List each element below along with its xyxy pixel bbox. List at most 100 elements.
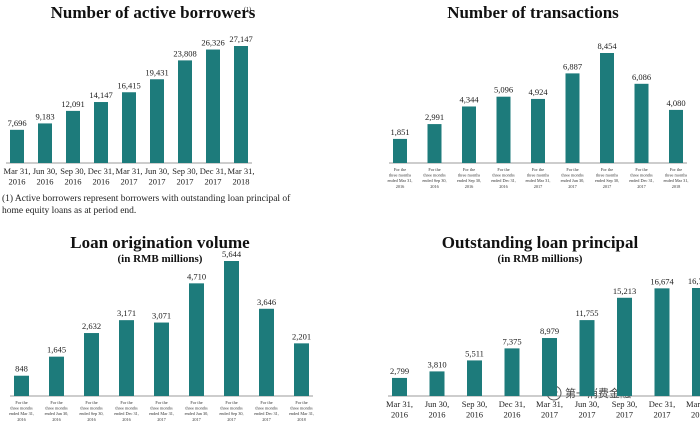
chart-3-tick-label-3-line-3: ended Sep 30, — [79, 411, 103, 417]
chart-3-bar-9 — [294, 343, 309, 396]
chart-2-tick-label-1-line-4: 2016 — [396, 184, 405, 189]
chart-3-bar-2 — [49, 356, 64, 396]
chart-2-value-label-6: 6,887 — [563, 61, 582, 71]
chart-1-tick-label-2-line-1: Jun 30, — [33, 166, 58, 176]
chart-4-tick-label-7-line-2: 2017 — [616, 410, 633, 420]
chart-2-tick-label-5-line-4: 2017 — [534, 184, 543, 189]
chart-2-tick-label-3-line-1: For the — [463, 167, 475, 172]
chart-2-value-label-8: 6,086 — [632, 72, 651, 82]
chart-2-tick-label-6-line-3: ended Jun 30, — [561, 178, 585, 184]
chart-3-tick-label-6-line-2: three months — [185, 406, 208, 411]
chart-1-tick-label-3-line-2: 2016 — [65, 177, 82, 187]
chart-2-tick-label-5-line-3: ended Mar 31, — [526, 178, 551, 184]
chart-2-tick-label-8-line-1: For the — [635, 167, 647, 172]
chart-3-bar-1 — [14, 375, 29, 396]
chart-1-tick-label-6-line-1: Jun 30, — [145, 166, 170, 176]
chart-4-value-label-9: 16,728 — [688, 276, 700, 286]
chart-2-tick-label-3-line-4: 2016 — [465, 184, 474, 189]
chart-2-tick-label-7-line-4: 2017 — [603, 184, 612, 189]
chart-3-bar-3 — [84, 333, 99, 396]
chart-1-value-label-5: 16,415 — [117, 80, 140, 90]
chart-2-tick-label-9-line-4: 2018 — [672, 184, 681, 189]
chart-1-tick-label-7-line-1: Sep 30, — [172, 166, 198, 176]
chart-1-value-label-7: 23,808 — [173, 48, 196, 58]
chart-2-tick-label-5-line-1: For the — [532, 167, 544, 172]
chart-2-tick-label-1-line-1: For the — [394, 167, 406, 172]
chart-4-bar-5 — [542, 338, 557, 396]
chart-1-tick-label-1-line-2: 2016 — [9, 177, 26, 187]
chart-3-tick-label-4-line-2: three months — [115, 406, 138, 411]
chart-3-title: Loan origination volume — [70, 233, 250, 252]
chart-4-bar-3 — [467, 360, 482, 396]
chart-2-bar-9 — [669, 109, 683, 163]
chart-4-tick-label-2-line-2: 2016 — [429, 410, 446, 420]
chart-1-tick-label-3-line-1: Sep 30, — [60, 166, 86, 176]
chart-3-tick-label-2-line-3: ended Jun 30, — [45, 411, 69, 417]
chart-1-bar-4 — [94, 102, 108, 163]
chart-1-value-label-6: 19,431 — [145, 67, 168, 77]
chart-3-tick-label-8-line-3: ended Dec 31, — [254, 411, 279, 417]
chart-2-bar-8 — [634, 83, 649, 163]
chart-4-tick-label-3-line-1: Sep 30, — [462, 399, 488, 409]
chart-1-tick-label-5-line-1: Mar 31, — [116, 166, 143, 176]
chart-3-tick-label-6-line-4: 2017 — [192, 417, 201, 422]
chart-2-tick-label-7-line-3: ended Sep 30, — [595, 178, 619, 184]
chart-2-tick-label-7-line-2: three months — [596, 173, 619, 178]
chart-2-tick-label-6-line-2: three months — [561, 173, 584, 178]
chart-1-title-superscript: (1) — [244, 6, 251, 13]
chart-3-value-label-5: 3,071 — [152, 311, 171, 321]
chart-1-bar-8 — [206, 49, 220, 163]
chart-1-tick-label-4-line-2: 2016 — [93, 177, 110, 187]
chart-3-tick-label-9-line-4: 2018 — [297, 417, 306, 422]
chart-2-title: Number of transactions — [447, 3, 619, 22]
chart-4-bar-9 — [692, 288, 700, 396]
chart-3-tick-label-5-line-2: three months — [150, 406, 173, 411]
chart-3-tick-label-6-line-3: ended Jun 30, — [185, 411, 209, 417]
chart-1-title: Number of active borrowers — [51, 3, 256, 22]
chart-4-bar-1 — [392, 377, 407, 396]
chart-3-tick-label-5-line-3: ended Mar 31, — [149, 411, 174, 417]
chart-2-value-label-9: 4,080 — [666, 98, 685, 108]
chart-3-value-label-1: 848 — [15, 364, 28, 374]
chart-2-bar-7 — [600, 53, 614, 163]
chart-2-tick-label-9-line-2: three months — [665, 173, 688, 178]
chart-2-tick-label-4-line-4: 2016 — [499, 184, 508, 189]
chart-2-tick-label-4-line-3: ended Dec 31, — [491, 178, 516, 184]
chart-3-bar-6 — [189, 283, 204, 396]
chart-1-tick-label-8-line-1: Dec 31, — [200, 166, 226, 176]
chart-3-tick-label-3-line-4: 2016 — [87, 417, 96, 422]
chart-1-tick-label-5-line-2: 2017 — [121, 177, 138, 187]
chart-2-tick-label-8-line-2: three months — [630, 173, 653, 178]
chart-4-bar-6 — [579, 320, 595, 396]
chart-4-tick-label-2-line-1: Jun 30, — [425, 399, 450, 409]
chart-4-tick-label-8-line-1: Dec 31, — [649, 399, 675, 409]
chart-4-tick-label-6-line-1: Jun 30, — [575, 399, 600, 409]
chart-2-tick-label-4-line-2: three months — [492, 173, 515, 178]
chart-4-tick-label-1-line-1: Mar 31, — [386, 399, 413, 409]
chart-2-bar-3 — [462, 106, 476, 163]
chart-3-tick-label-8-line-1: For the — [260, 400, 272, 405]
chart-3-value-label-6: 4,710 — [187, 271, 206, 281]
chart-4-tick-label-4-line-1: Dec 31, — [499, 399, 525, 409]
chart-1-bar-6 — [150, 79, 164, 163]
chart-2-tick-label-3-line-3: ended Sep 30, — [457, 178, 481, 184]
chart-1-tick-label-9-line-1: Mar 31, — [228, 166, 255, 176]
chart-3-tick-label-7-line-2: three months — [220, 406, 243, 411]
chart-3-tick-label-9-line-3: ended Mar 31, — [289, 411, 314, 417]
chart-2-tick-label-6-line-1: For the — [566, 167, 578, 172]
chart-2-bar-1 — [393, 138, 407, 163]
chart-1-bar-1 — [10, 129, 24, 163]
chart-1-tick-label-2-line-2: 2016 — [37, 177, 54, 187]
chart-4-value-label-1: 2,799 — [390, 366, 409, 376]
chart-4-tick-label-5-line-1: Mar 31, — [536, 399, 563, 409]
chart-1-value-label-1: 7,696 — [7, 118, 26, 128]
chart-2-tick-label-1-line-3: ended Mar 31, — [388, 178, 413, 184]
chart-2-tick-label-4-line-1: For the — [497, 167, 509, 172]
chart-2-value-label-1: 1,851 — [390, 127, 409, 137]
chart-2-tick-label-9-line-1: For the — [670, 167, 682, 172]
chart-3-tick-label-4-line-3: ended Dec 31, — [114, 411, 139, 417]
chart-4-tick-label-4-line-2: 2016 — [504, 410, 521, 420]
chart-1-tick-label-8-line-2: 2017 — [205, 177, 222, 187]
chart-2-tick-label-8-line-3: ended Dec 31, — [629, 178, 654, 184]
